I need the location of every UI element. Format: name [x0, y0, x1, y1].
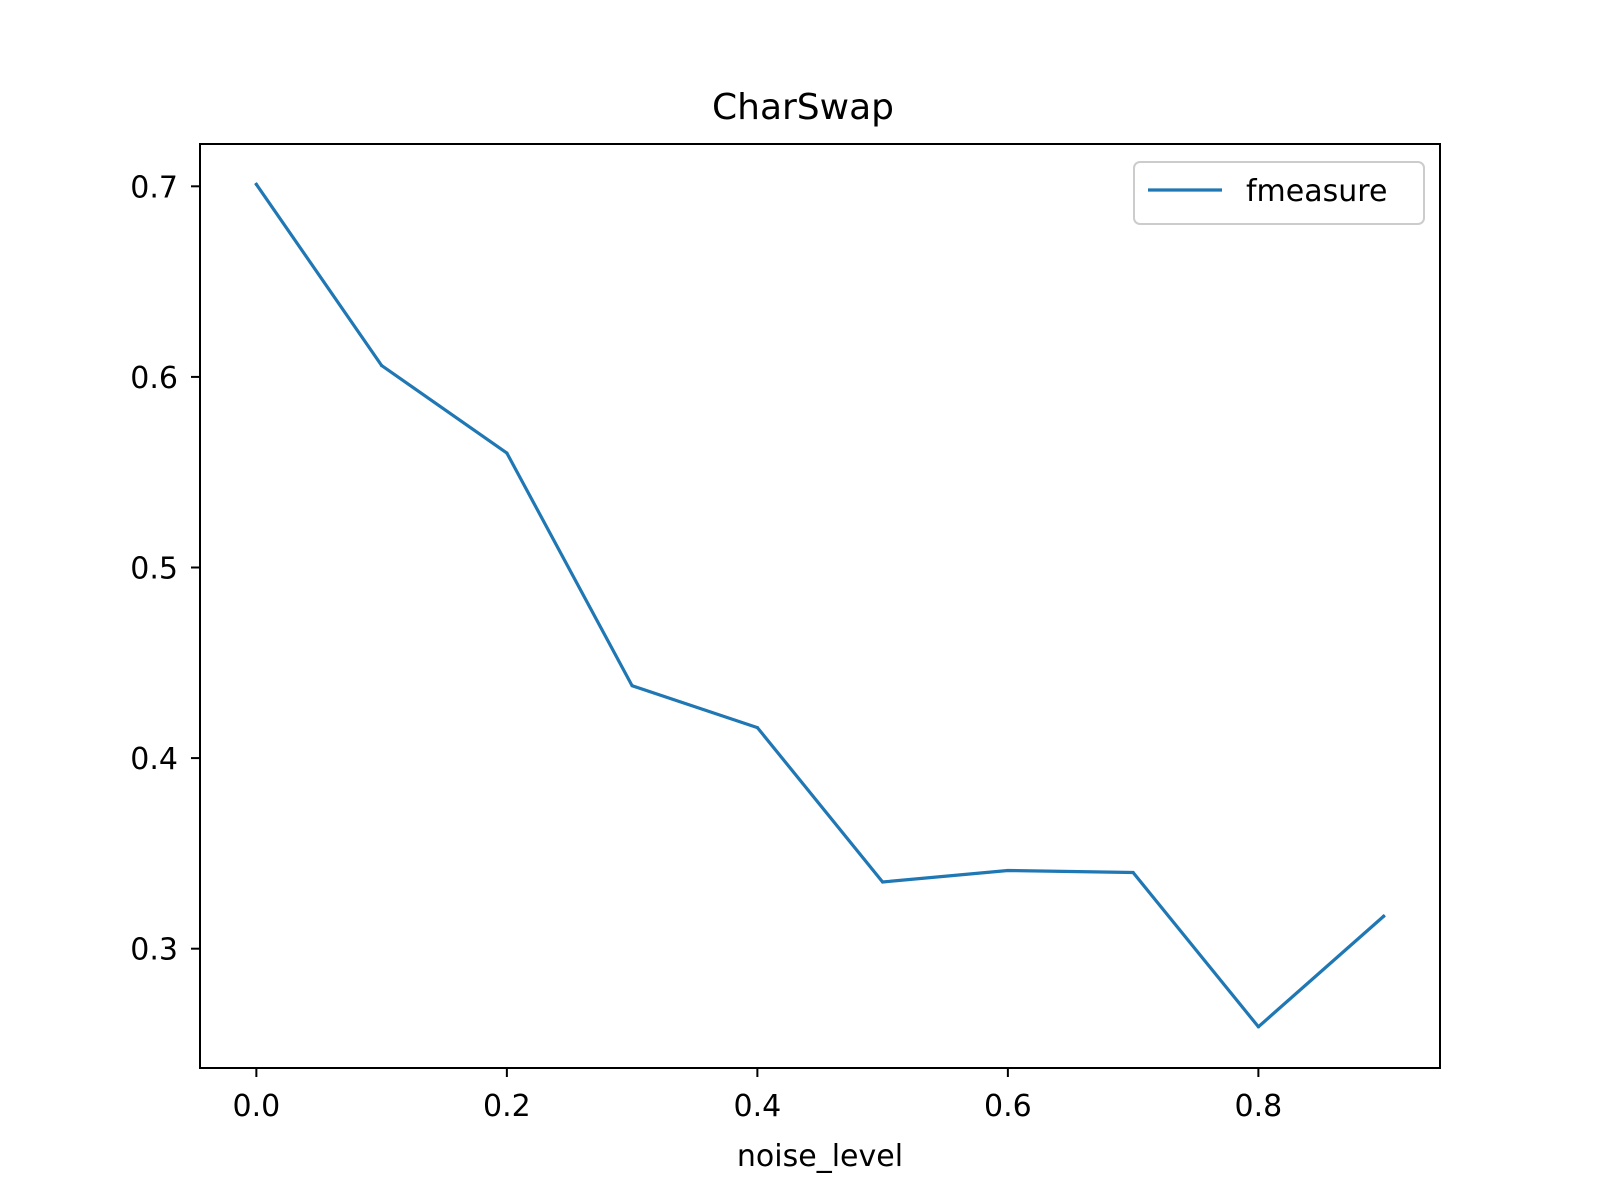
x-tick-label: 0.0	[233, 1089, 281, 1124]
legend-box	[1133, 161, 1425, 225]
x-axis-label: noise_level	[737, 1139, 903, 1174]
data-point-fmeasure	[1382, 914, 1386, 918]
y-tick-label: 0.6	[130, 361, 178, 396]
x-axis: 0.0 0.2 0.4 0.6 0.8	[233, 1068, 1283, 1124]
legend: fmeasure	[1133, 161, 1425, 225]
chart-title: CharSwap	[712, 87, 894, 128]
data-point-fmeasure	[1131, 870, 1135, 875]
series-line-fmeasure	[254, 182, 1386, 1029]
data-point-fmeasure	[254, 182, 258, 187]
legend-label-fmeasure: fmeasure	[1246, 174, 1387, 209]
x-tick-label: 0.8	[1235, 1089, 1283, 1124]
data-points	[254, 182, 1386, 1029]
data-point-fmeasure	[630, 684, 634, 688]
data-point-fmeasure	[380, 363, 384, 368]
data-point-fmeasure	[1256, 1025, 1260, 1029]
data-point-fmeasure	[1006, 868, 1010, 873]
y-axis: 0.3 0.4 0.5 0.6 0.7	[130, 170, 200, 968]
data-point-fmeasure	[505, 451, 509, 455]
y-tick-label: 0.4	[130, 742, 178, 777]
y-tick-label: 0.5	[130, 552, 178, 587]
y-tick-label: 0.3	[130, 933, 178, 968]
data-point-fmeasure	[755, 725, 759, 730]
data-point-fmeasure	[881, 880, 885, 884]
plot-area-frame	[199, 143, 1441, 1069]
x-tick-label: 0.2	[483, 1089, 531, 1124]
y-tick-label: 0.7	[130, 170, 178, 205]
x-tick-label: 0.6	[984, 1089, 1032, 1124]
x-tick-label: 0.4	[734, 1089, 782, 1124]
